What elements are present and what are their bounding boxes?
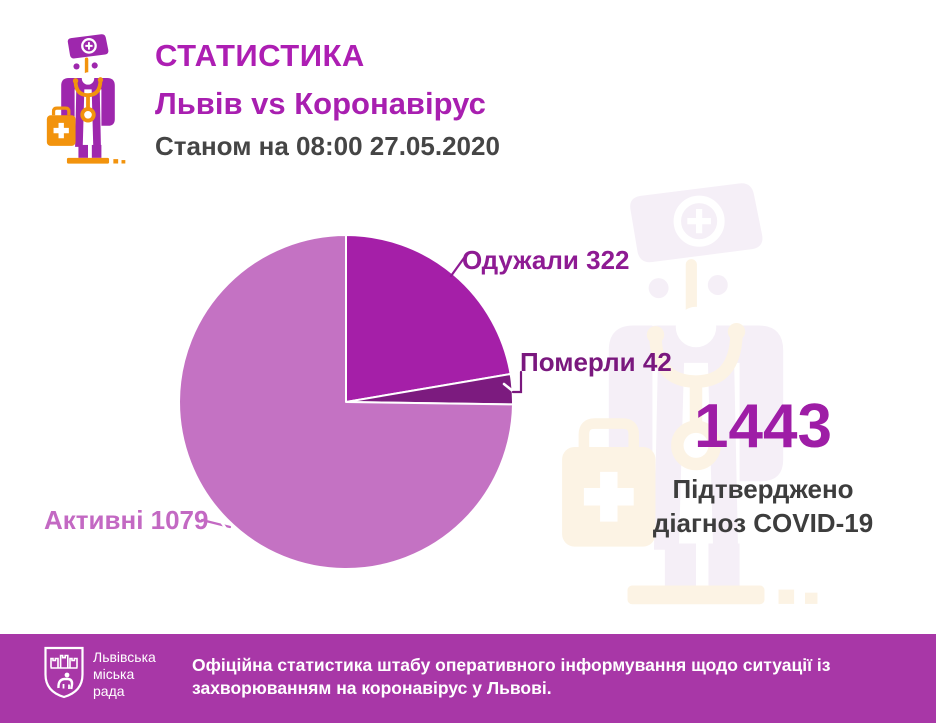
org-name-line2: міська: [93, 666, 135, 682]
leader-line-recovered: [449, 256, 466, 278]
page-subtitle: Львів vs Коронавірус: [155, 86, 486, 121]
leader-line-died-notch: [502, 382, 516, 394]
confirmed-caption-line2: діагноз COVID-19: [652, 508, 874, 538]
page-title: СТАТИСТИКА: [155, 38, 365, 73]
confirmed-caption-line1: Підтверджено: [672, 474, 854, 504]
pie-label-died: Померли 42: [520, 347, 672, 377]
as-of-date: Станом на 08:00 27.05.2020: [155, 131, 500, 161]
pie-slice-active: [178, 234, 514, 570]
confirmed-stat-block: 1443 Підтверджено діагноз COVID-19: [612, 396, 914, 540]
pie-label-active: Активні 1079: [44, 505, 209, 535]
pie-label-recovered: Одужали 322: [462, 245, 630, 275]
confirmed-total: 1443: [694, 392, 832, 461]
org-name-line1: Львівська: [93, 649, 156, 665]
footer-bar: Львівська міська рада Офіційна статистик…: [0, 634, 936, 723]
org-name-line3: рада: [93, 683, 125, 699]
org-name: Львівська міська рада: [93, 649, 156, 700]
confirmed-caption: Підтверджено діагноз COVID-19: [612, 472, 914, 540]
lviv-coat-of-arms-icon: [44, 646, 84, 699]
leader-line-active-notch: [217, 517, 229, 532]
leader-line-died: [511, 370, 523, 394]
footer-disclaimer: Офіційна статистика штабу оперативного і…: [192, 655, 831, 698]
pie-slice-recovered: [345, 234, 512, 403]
